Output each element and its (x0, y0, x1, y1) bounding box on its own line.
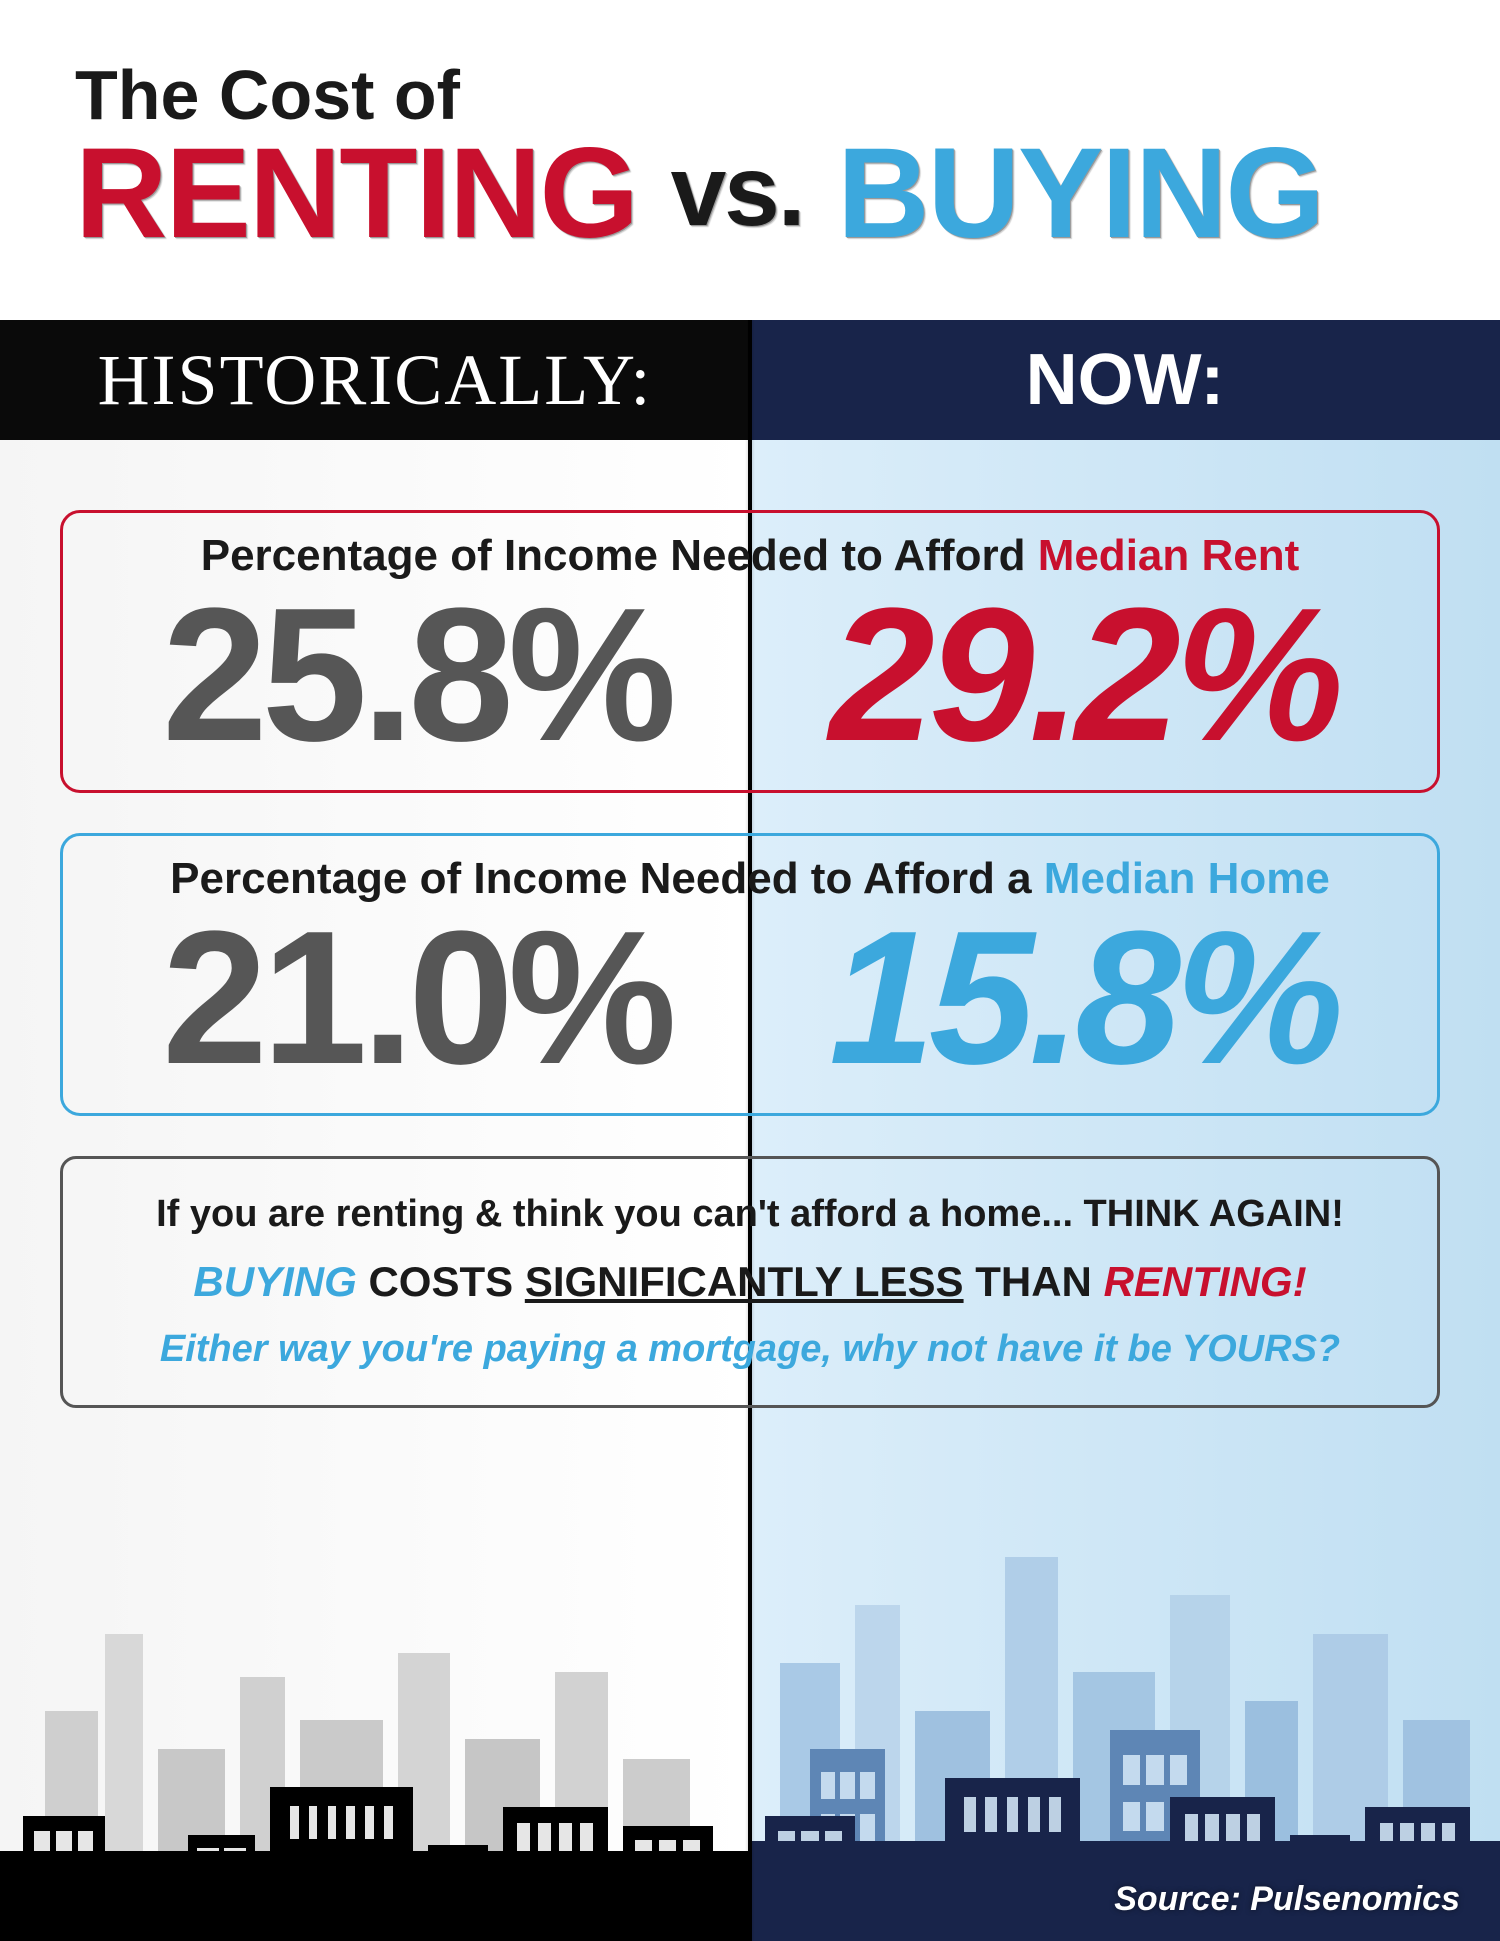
ground-left (0, 1851, 750, 1941)
source-credit: Source: Pulsenomics (1114, 1880, 1460, 1919)
content-area: Percentage of Income Needed to Afford Me… (60, 470, 1440, 1408)
title-buying: BUYING (837, 122, 1323, 265)
home-historical-value: 21.0% (83, 894, 750, 1103)
rent-stat-box: Percentage of Income Needed to Afford Me… (60, 510, 1440, 793)
msg-mid1: COSTS (357, 1258, 525, 1305)
title-small: The Cost of (75, 60, 1323, 130)
msg-word-significantly: SIGNIFICANTLY LESS (525, 1258, 964, 1305)
page: The Cost of RENTING vs. BUYING HISTORICA… (0, 0, 1500, 1941)
title-block: The Cost of RENTING vs. BUYING (75, 60, 1323, 258)
rent-now-value: 29.2% (750, 571, 1417, 780)
rent-stat-row: 25.8% 29.2% (83, 571, 1417, 780)
msg-mid2: THAN (964, 1258, 1104, 1305)
home-stat-row: 21.0% 15.8% (83, 894, 1417, 1103)
home-stat-box: Percentage of Income Needed to Afford a … (60, 833, 1440, 1116)
title-big: RENTING vs. BUYING (75, 130, 1323, 258)
header-now: NOW: (750, 320, 1500, 440)
msg-word-renting: RENTING! (1104, 1258, 1307, 1305)
title-renting: RENTING (75, 122, 637, 265)
message-line-2: BUYING COSTS SIGNIFICANTLY LESS THAN REN… (93, 1258, 1407, 1306)
message-line-1: If you are renting & think you can't aff… (93, 1193, 1407, 1236)
title-vs: vs. (671, 135, 804, 247)
message-box: If you are renting & think you can't aff… (60, 1156, 1440, 1408)
message-line-3: Either way you're paying a mortgage, why… (93, 1328, 1407, 1371)
rent-historical-value: 25.8% (83, 571, 750, 780)
msg-word-buying: BUYING (193, 1258, 356, 1305)
header-historically: HISTORICALLY: (0, 320, 750, 440)
home-now-value: 15.8% (750, 894, 1417, 1103)
